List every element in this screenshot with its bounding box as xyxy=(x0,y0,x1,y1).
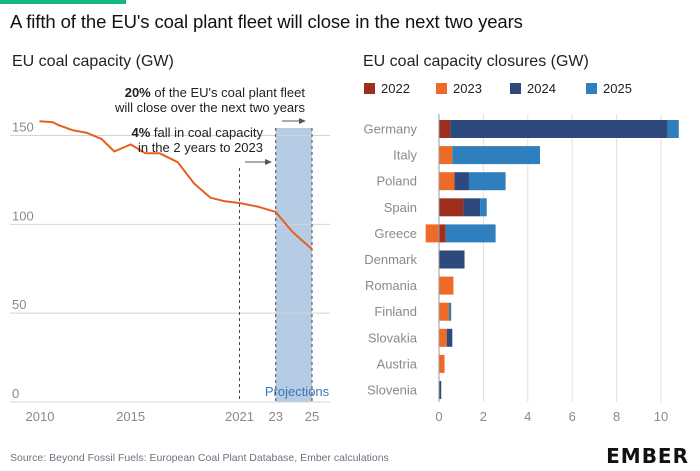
capacity-point xyxy=(238,202,241,204)
bar-segment-2023 xyxy=(439,172,455,191)
capacity-point xyxy=(256,205,259,208)
capacity-point xyxy=(100,138,103,140)
category-label: Finland xyxy=(374,304,417,319)
x-tick-label: 10 xyxy=(654,409,668,424)
x-tick-label: 8 xyxy=(613,409,620,424)
legend-swatch-2024 xyxy=(510,83,521,94)
x-tick-label: 2015 xyxy=(116,409,145,424)
source-note: Source: Beyond Fossil Fuels: European Co… xyxy=(10,452,389,464)
y-tick-label: 150 xyxy=(12,120,34,135)
capacity-point xyxy=(311,248,313,251)
capacity-point xyxy=(39,120,41,123)
bar-segment-2024 xyxy=(454,172,469,191)
legend-swatch-2023 xyxy=(436,83,447,94)
bar-segment-2025 xyxy=(480,198,487,217)
category-label: Poland xyxy=(377,174,417,189)
category-label: Germany xyxy=(364,122,418,137)
legend-swatch-2025 xyxy=(586,83,597,94)
annotation-20pct-line1: 20% of the EU's coal plant fleet xyxy=(125,85,306,100)
bar-segment-2023 xyxy=(439,302,449,321)
x-tick-label: 2021 xyxy=(225,409,254,424)
capacity-point xyxy=(158,152,161,155)
legend-label-2023: 2023 xyxy=(453,81,482,96)
y-tick-label: 100 xyxy=(12,208,34,223)
capacity-point xyxy=(291,230,293,233)
annotation-4pct-text: fall in coal capacity xyxy=(150,125,263,140)
x-tick-label: 23 xyxy=(268,409,282,424)
legend-label-2024: 2024 xyxy=(527,81,556,96)
legend-swatch-2022 xyxy=(364,83,375,94)
left-chart-title: EU coal capacity (GW) xyxy=(12,53,174,70)
capacity-point xyxy=(129,143,132,146)
annotation-20pct-text: of the EU's coal plant fleet xyxy=(151,85,306,100)
x-tick-label: 25 xyxy=(305,409,319,424)
bar-segment-2024 xyxy=(446,328,453,347)
bar-segment-2022 xyxy=(439,120,451,138)
annotation-4pct-line2: in the 2 years to 2023 xyxy=(138,140,263,155)
category-label: Italy xyxy=(393,148,417,163)
closures-bar-chart: EU coal capacity closures (GW)2022 2023 20… xyxy=(363,53,679,424)
legend-label-2022: 2022 xyxy=(381,81,410,96)
bar-segment-2023 xyxy=(439,354,445,373)
capacity-point xyxy=(274,211,277,213)
bar-segment-2024 xyxy=(463,198,481,217)
bar-segment-2024 xyxy=(439,381,442,399)
bar-segment-2023 xyxy=(439,146,453,165)
category-label: Spain xyxy=(384,200,417,215)
x-tick-label: 2 xyxy=(480,409,487,424)
capacity-point xyxy=(177,161,179,163)
category-label: Romania xyxy=(365,278,418,293)
bar-segment-2025 xyxy=(667,120,679,138)
annotation-20pct-arrowhead xyxy=(299,118,306,124)
annotation-20pct-bold: 20% xyxy=(125,85,151,100)
x-tick-label: 0 xyxy=(435,409,442,424)
legend-label-2025: 2025 xyxy=(603,81,632,96)
capacity-point xyxy=(51,121,54,124)
bar-segment-2025 xyxy=(448,302,452,321)
projection-label: Projections xyxy=(265,384,330,399)
capacity-point xyxy=(144,152,146,155)
capacity-point xyxy=(86,132,88,134)
annotation-4pct-bold: 4% xyxy=(131,125,150,140)
y-tick-label: 50 xyxy=(12,297,26,312)
brand-accent-bar xyxy=(0,0,126,4)
annotation-4pct-line1: 4% fall in coal capacity xyxy=(131,125,263,140)
bar-segment-2024 xyxy=(450,120,668,138)
bar-segment-2022 xyxy=(439,198,464,217)
page-title: A fifth of the EU's coal plant fleet wil… xyxy=(10,11,523,32)
bar-segment-2023 xyxy=(439,276,454,295)
bar-segment-2025 xyxy=(468,172,506,191)
annotation-20pct-line2: will close over the next two years xyxy=(114,100,306,115)
capacity-point xyxy=(57,124,59,126)
capacity-point xyxy=(71,129,74,131)
capacity-point xyxy=(193,182,195,185)
capacity-point xyxy=(209,196,212,199)
category-label: Greece xyxy=(374,226,417,241)
x-tick-label: 2010 xyxy=(26,409,55,424)
capacity-line-chart: EU coal capacity (GW) 0 50 100 150 2010 2015 20… xyxy=(10,53,330,424)
bar-segment-2022 xyxy=(439,224,446,243)
capacity-point xyxy=(224,200,226,203)
capacity-point xyxy=(113,150,116,153)
y-tick-label: 0 xyxy=(12,386,19,401)
right-chart-title: EU coal capacity closures (GW) xyxy=(363,53,589,70)
ember-logo: EMBER xyxy=(606,444,689,468)
category-label: Slovakia xyxy=(368,330,418,345)
x-tick-label: 4 xyxy=(524,409,531,424)
annotation-4pct-arrowhead xyxy=(265,159,272,165)
category-label: Denmark xyxy=(364,252,417,267)
category-label: Slovenia xyxy=(367,383,418,398)
bar-segment-2023 xyxy=(439,328,447,347)
x-tick-label: 6 xyxy=(569,409,576,424)
bar-segment-2025 xyxy=(445,224,496,243)
bar-segment-2023 xyxy=(425,224,439,243)
category-label: Austria xyxy=(377,356,418,371)
bar-segment-2025 xyxy=(452,146,541,165)
bar-segment-2024 xyxy=(439,250,465,269)
projection-band xyxy=(275,128,312,402)
